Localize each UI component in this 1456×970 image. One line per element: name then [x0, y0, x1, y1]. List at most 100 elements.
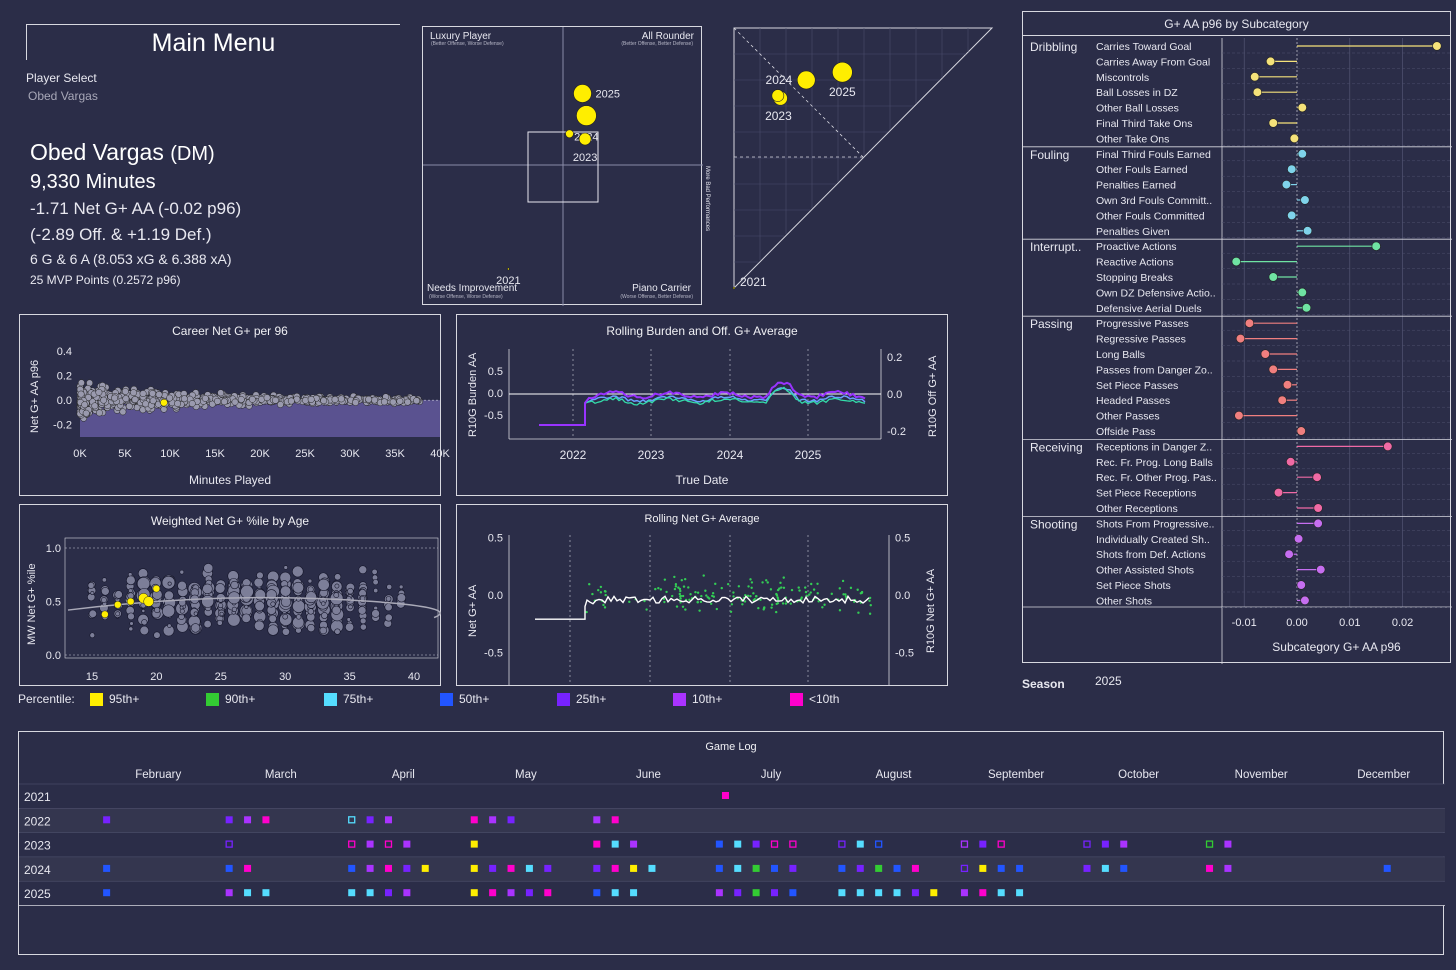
net-point: [643, 599, 646, 603]
rolling-net-chart: Rolling Net G+ Average 0.5 0.0 -0.5 0.5 0.0 -…: [456, 504, 948, 686]
age-title: Weighted Net G+ %ile by Age: [150, 514, 310, 528]
game-log-game: [856, 889, 864, 897]
triangle-point-label: 2025: [829, 85, 856, 99]
net-ytick-right: -0.5: [895, 648, 914, 660]
subcat-item-label: Progressive Passes: [1096, 318, 1189, 330]
age-player-point: [126, 597, 135, 606]
subcat-dot: [1287, 164, 1297, 174]
age-point: [154, 606, 161, 614]
age-point: [128, 588, 133, 594]
subcat-dot: [1277, 395, 1287, 405]
player-position: (DM): [170, 143, 215, 165]
season-selector[interactable]: 2025: [1095, 674, 1122, 688]
player-mvp: 25 MVP Points (0.2572 p96): [30, 273, 181, 287]
game-log-game: [611, 864, 619, 872]
career-point: [371, 396, 379, 404]
net-point: [790, 588, 794, 592]
net-point: [663, 578, 667, 581]
age-point: [371, 568, 378, 575]
net-point: [689, 592, 692, 596]
subcat-dot: [1252, 87, 1262, 97]
age-point: [203, 563, 214, 574]
game-log-game: [489, 864, 497, 872]
career-point: [125, 402, 133, 410]
game-log-game: [225, 816, 233, 824]
game-log-row: [19, 784, 1445, 809]
subcat-dot: [1316, 564, 1326, 575]
net-point: [681, 594, 685, 598]
burden-xtick: 2025: [795, 448, 822, 462]
game-log-game: [225, 864, 233, 872]
triangle-point-label: 2024: [766, 73, 793, 87]
subcat-item-label: Other Shots: [1096, 595, 1152, 607]
main-menu-button[interactable]: Main Menu: [26, 24, 400, 60]
game-log-month: March: [265, 769, 297, 781]
subcat-item-label: Carries Away From Goal: [1096, 56, 1210, 68]
age-point: [270, 601, 276, 607]
net-point: [752, 592, 755, 595]
game-log-game: [960, 864, 969, 873]
triangle-point: [796, 70, 816, 90]
subcat-item-label: Other Take Ons: [1096, 133, 1169, 145]
subcat-dot: [1286, 457, 1296, 467]
game-log-game: [384, 816, 392, 824]
net-point: [698, 609, 701, 612]
triangle-point-label: 2021: [740, 275, 767, 289]
rolling-net-svg: 0.5 0.0 -0.5 0.5 0.0 -0.5: [484, 533, 914, 685]
age-point: [267, 624, 279, 636]
age-point: [371, 609, 380, 618]
career-point: [320, 397, 328, 405]
game-log-game: [752, 889, 760, 897]
game-log-game: [403, 840, 411, 848]
age-point: [396, 593, 406, 603]
subcat-dot: [1297, 287, 1307, 298]
career-point: [396, 397, 404, 405]
age-point: [333, 592, 340, 599]
age-point: [153, 631, 161, 639]
subcat-dot: [1281, 180, 1292, 190]
age-ytick: 1.0: [46, 543, 61, 555]
rolling-net-ylabel-left: Net G+ AA: [467, 584, 479, 637]
legend-swatch: [440, 692, 453, 706]
subcat-item-label: Other Receptions: [1096, 503, 1178, 515]
career-xtick: 35K: [385, 448, 405, 460]
net-point: [800, 597, 803, 601]
net-point: [674, 585, 678, 588]
game-log-row: [19, 832, 1445, 857]
age-xtick: 25: [215, 671, 227, 683]
game-log-game: [715, 864, 723, 872]
career-point: [201, 395, 209, 402]
game-log-game: [244, 816, 252, 824]
subcategory-chart: G+ AA p96 by Subcategory -0.01 0.00 0.01 0.…: [1022, 11, 1452, 664]
player-select-dropdown[interactable]: Obed Vargas: [28, 89, 98, 103]
legend-item: 90th+: [206, 692, 255, 706]
age-point: [279, 585, 292, 597]
age-point: [179, 569, 185, 575]
net-point: [816, 592, 819, 595]
quadrant-point: [565, 129, 574, 139]
career-point: [307, 396, 315, 403]
quadrant-point: [578, 132, 592, 146]
game-log-game: [348, 840, 356, 848]
age-point: [216, 619, 223, 626]
game-log-month: November: [1235, 769, 1288, 781]
rolling-net-ylabel-right: R10G Net G+ AA: [925, 568, 937, 653]
game-log-game: [715, 840, 723, 848]
subcat-item-label: Penalties Given: [1096, 226, 1170, 238]
age-point: [100, 597, 107, 603]
subcategory-title: G+ AA p96 by Subcategory: [1023, 12, 1450, 36]
subcat-dot: [1273, 488, 1284, 498]
game-log-game: [838, 889, 846, 897]
age-point: [179, 605, 184, 610]
game-log-game: [789, 889, 797, 897]
game-log-month: August: [876, 769, 913, 781]
game-log-game: [366, 889, 374, 897]
subcat-item-label: Reactive Actions: [1096, 257, 1174, 269]
net-point: [704, 589, 707, 592]
net-point: [737, 585, 741, 588]
career-point: [180, 395, 188, 403]
rolling-burden-svg: 2022 2023 2024 2025 0.5 0.0 -0.5 0.2 0.0 -0.2: [484, 349, 906, 462]
subcat-item-label: Final Third Fouls Earned: [1096, 149, 1211, 161]
subcat-dot: [1297, 102, 1307, 113]
subcat-dot: [1313, 503, 1323, 513]
